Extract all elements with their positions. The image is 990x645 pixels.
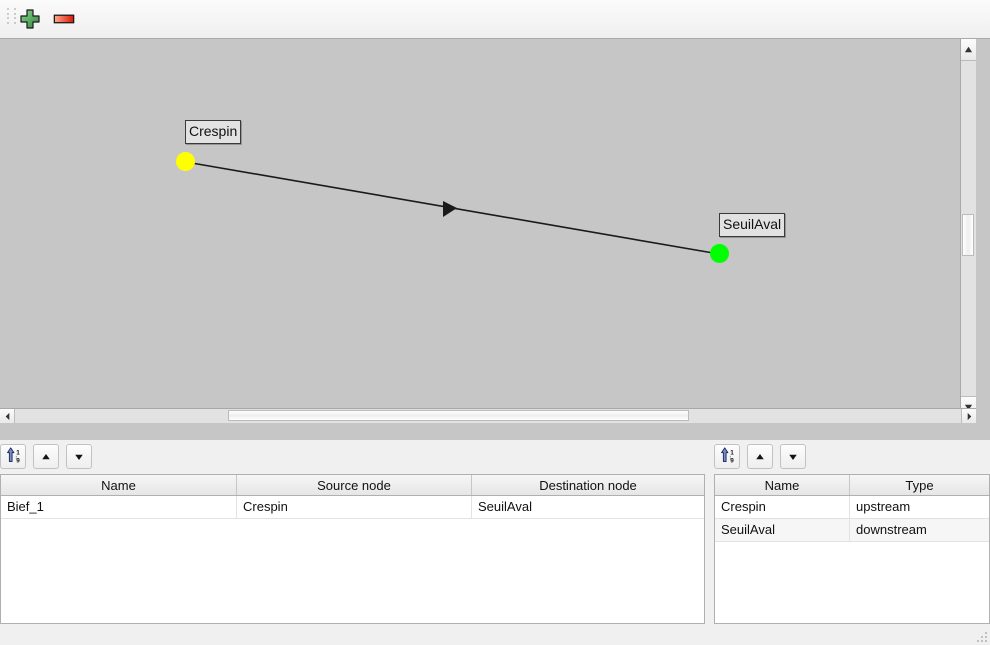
svg-text:9: 9 [16, 457, 20, 464]
svg-text:9: 9 [730, 457, 734, 464]
svg-text:1: 1 [730, 449, 734, 456]
svg-text:1: 1 [16, 449, 20, 456]
